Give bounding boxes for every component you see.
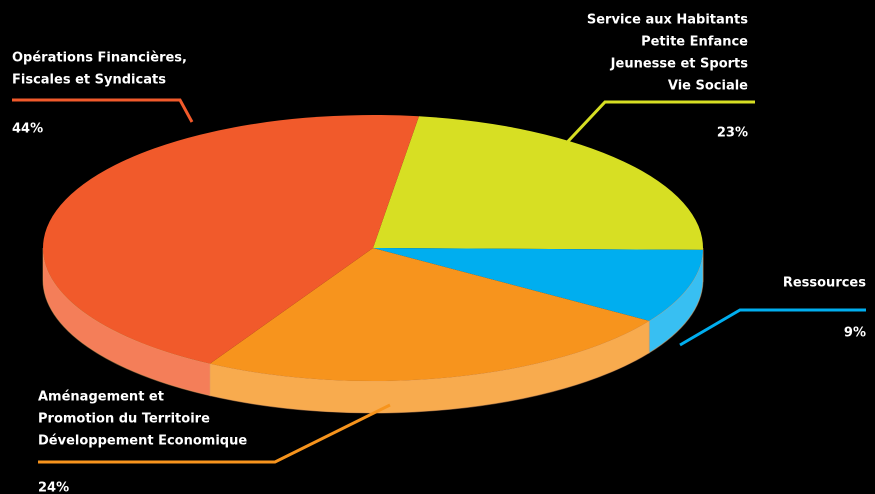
slice-label: Jeunesse et Sports <box>610 57 749 72</box>
value-label: 9% <box>844 326 866 341</box>
leader-line <box>556 100 755 154</box>
value-label: 44% <box>12 122 43 137</box>
slice-side <box>209 320 650 413</box>
leader-line <box>38 403 391 464</box>
slice <box>373 116 703 250</box>
slice-label: Ressources <box>783 276 866 291</box>
value-label: 23% <box>717 126 748 141</box>
slice-label: Aménagement et <box>38 390 164 405</box>
slice-label: Service aux Habitants <box>587 13 748 28</box>
slice-label: Opérations Financières, <box>12 51 187 66</box>
slice <box>209 248 650 381</box>
leader-line <box>12 98 194 123</box>
slice-label: Petite Enfance <box>641 35 748 50</box>
slice <box>43 115 419 364</box>
value-label: 24% <box>38 481 69 494</box>
slice-label: Développement Economique <box>38 434 247 449</box>
slice-label: Fiscales et Syndicats <box>12 73 166 88</box>
slice <box>373 248 703 321</box>
slice-side <box>43 248 210 396</box>
slice-label: Promotion du Territoire <box>38 412 210 427</box>
slice-label: Vie Sociale <box>668 79 748 94</box>
leader-line <box>679 308 866 347</box>
